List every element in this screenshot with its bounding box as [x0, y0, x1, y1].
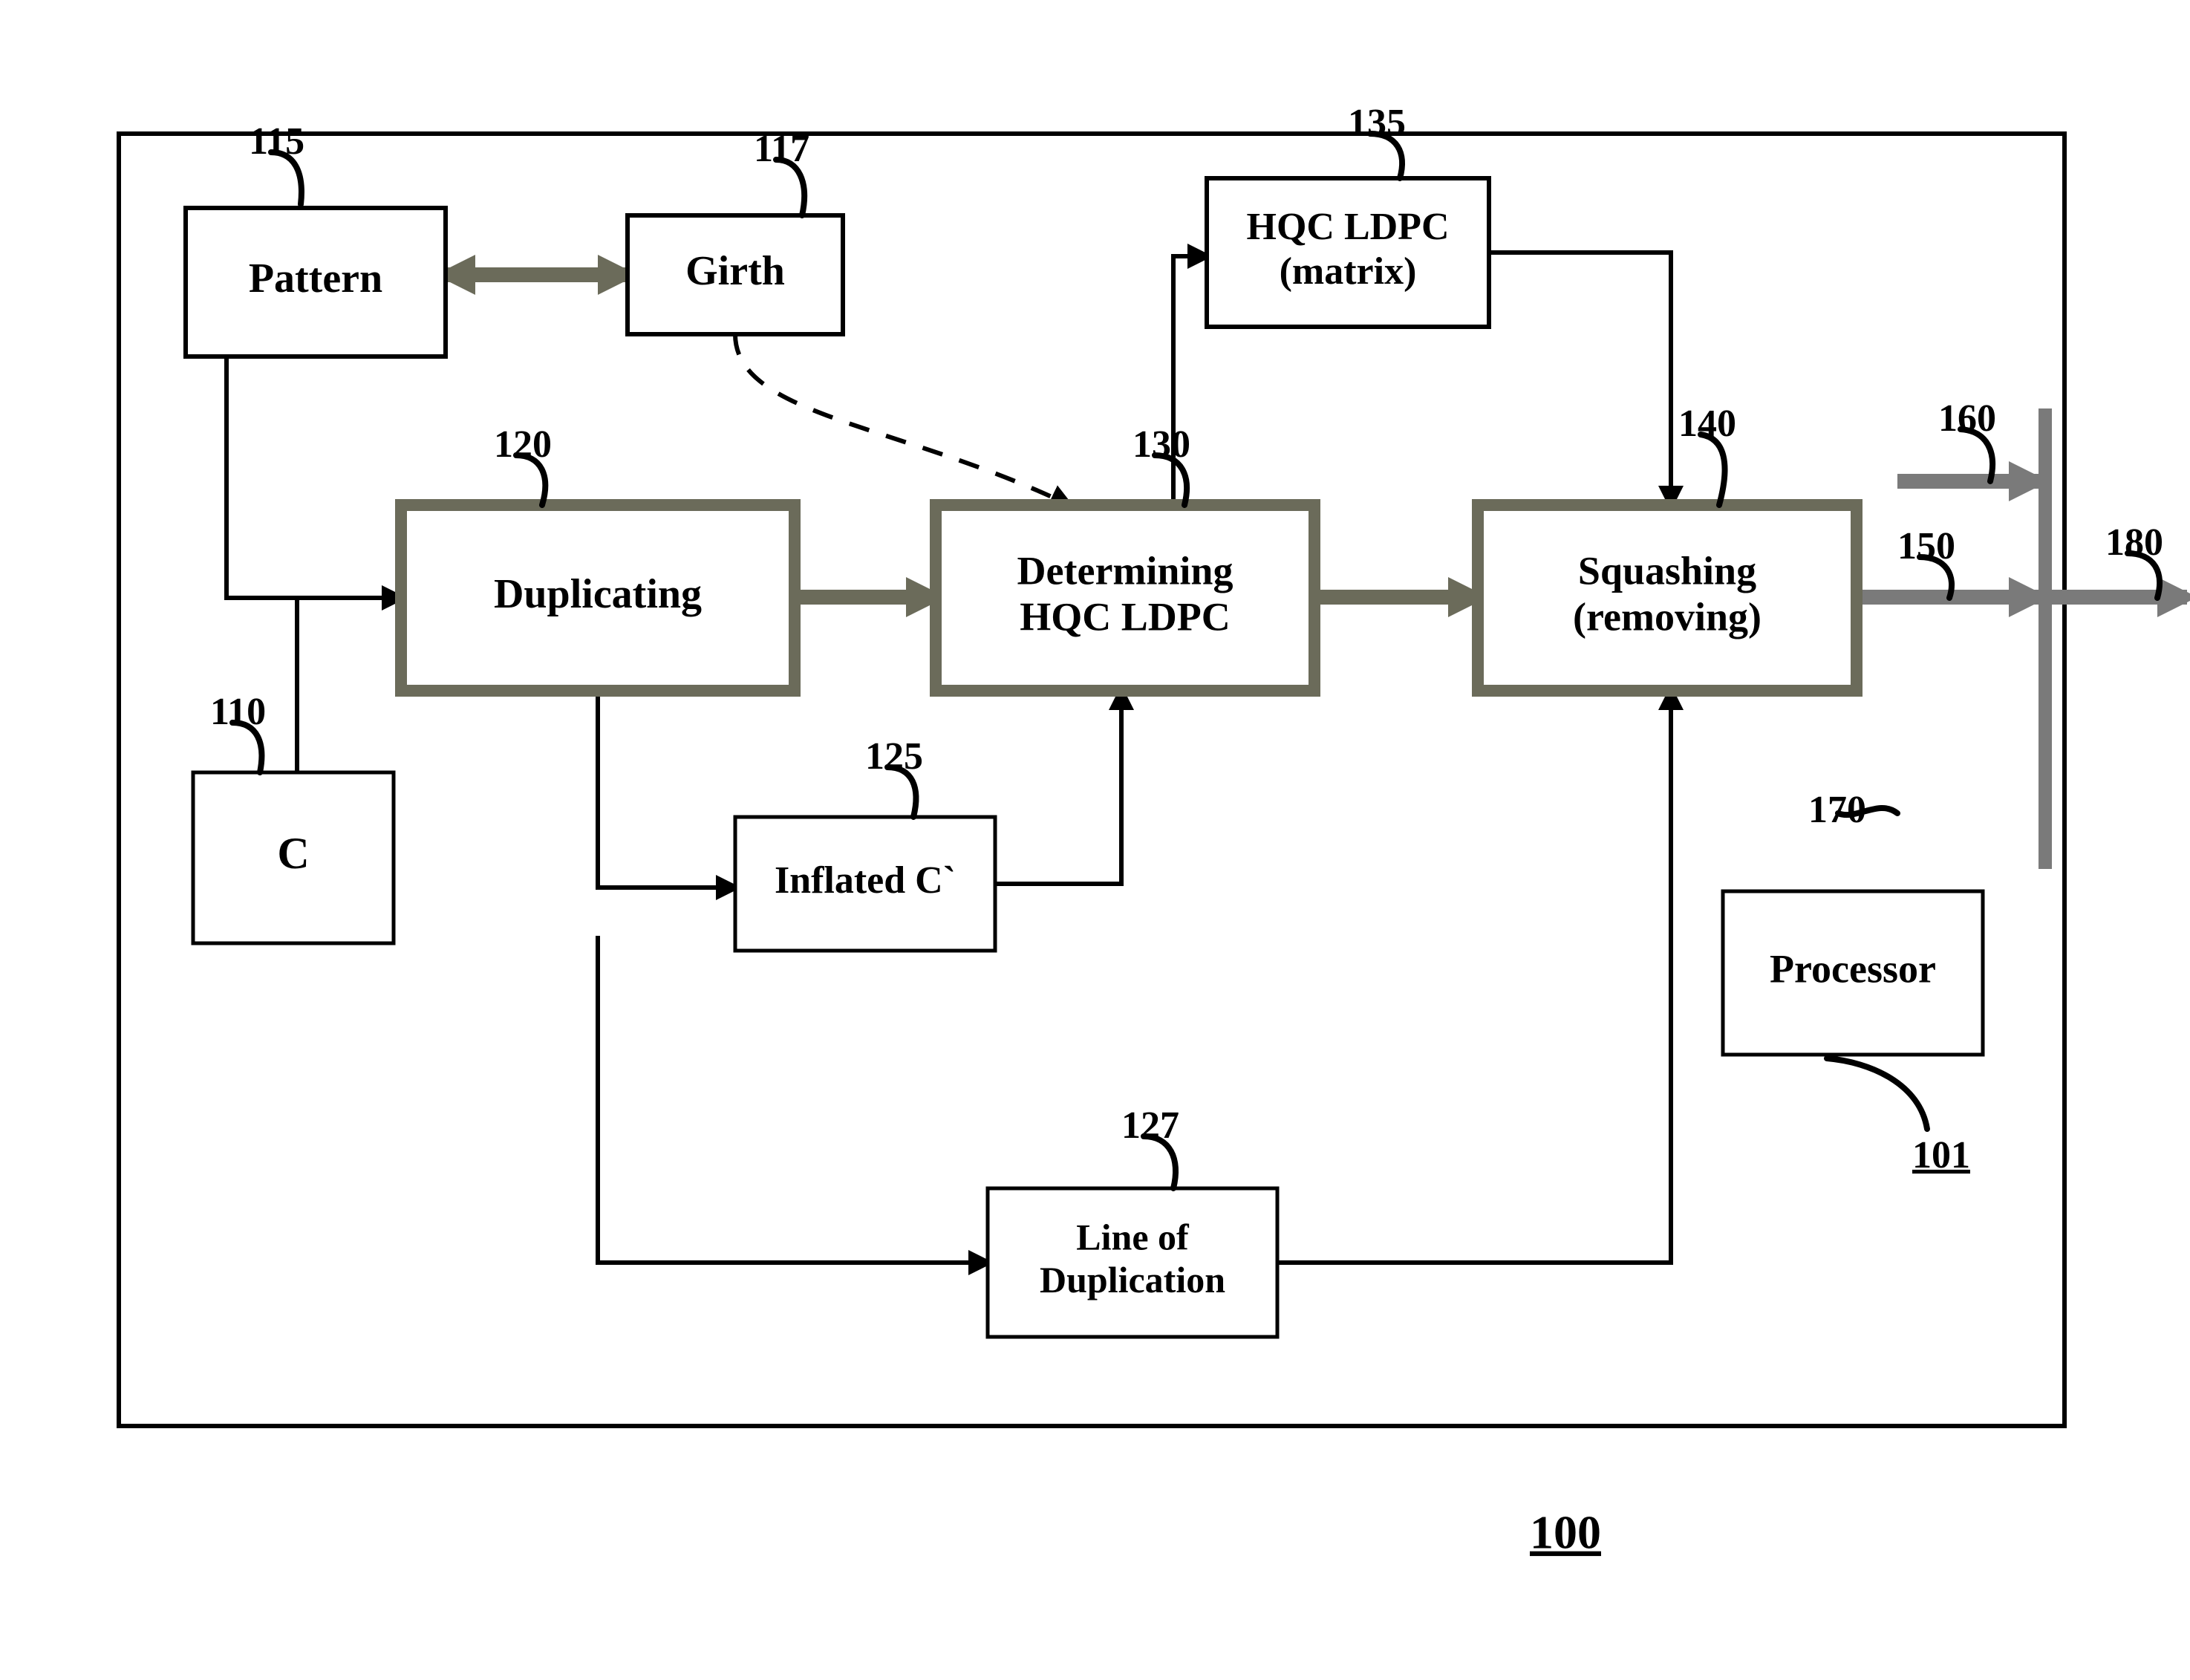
callout-115-label: 115: [249, 120, 304, 163]
connector: [598, 691, 735, 888]
box-girth: Girth: [628, 215, 843, 334]
callout-160-label: 160: [1938, 397, 1996, 440]
box-c-label: C: [277, 829, 309, 878]
box-squash: Squashing(removing): [1478, 505, 1857, 691]
callout-140-label: 140: [1678, 403, 1736, 445]
box-linedup-label: Line of: [1076, 1217, 1190, 1258]
box-dup-label: Duplicating: [494, 571, 702, 617]
box-linedup: Line ofDuplication: [988, 1188, 1277, 1337]
box-hqc_mat-label: (matrix): [1280, 250, 1417, 293]
callout-127: 127: [1121, 1104, 1179, 1188]
box-squash-label: Squashing: [1578, 548, 1756, 593]
callout-120-label: 120: [494, 423, 552, 466]
callout-180-label: 180: [2105, 521, 2163, 564]
figure-number: 100: [1530, 1506, 1601, 1559]
box-squash-label: (removing): [1573, 594, 1762, 639]
callout-125: 125: [865, 735, 923, 817]
box-det-label: HQC LDPC: [1020, 594, 1231, 639]
callout-150: 150: [1897, 525, 1955, 598]
callout-125-label: 125: [865, 735, 923, 778]
box-hqc_mat-label: HQC LDPC: [1247, 206, 1450, 248]
callout-140: 140: [1678, 403, 1736, 505]
box-hqc_mat: HQC LDPC(matrix): [1207, 178, 1489, 327]
io-bar: [2039, 408, 2052, 869]
connector: [1277, 691, 1671, 1263]
callout-120: 120: [494, 423, 552, 505]
box-pattern-label: Pattern: [249, 255, 382, 302]
callout-101: 101: [1827, 1058, 1970, 1176]
callout-180: 180: [2105, 521, 2163, 598]
callout-170: 170: [1808, 789, 1897, 831]
callout-160: 160: [1938, 397, 1996, 481]
box-dup: Duplicating: [401, 505, 795, 691]
box-pattern: Pattern: [186, 208, 446, 356]
box-girth-label: Girth: [685, 248, 785, 294]
callout-170-label: 170: [1808, 789, 1866, 831]
box-processor: Processor: [1723, 891, 1983, 1055]
connector: [735, 334, 1069, 505]
callout-101-label: 101: [1912, 1134, 1970, 1176]
callout-130-label: 130: [1133, 423, 1190, 466]
connector: [995, 691, 1121, 884]
callout-127-label: 127: [1121, 1104, 1179, 1147]
box-linedup-label: Duplication: [1040, 1259, 1225, 1300]
box-processor-label: Processor: [1770, 946, 1936, 991]
box-c: C: [193, 772, 394, 943]
callout-110: 110: [210, 691, 266, 772]
box-det: DeterminingHQC LDPC: [936, 505, 1314, 691]
callout-115: 115: [249, 120, 304, 204]
connector: [227, 356, 401, 598]
callout-117: 117: [754, 128, 809, 215]
box-inflated: Inflated C`: [735, 817, 995, 951]
connector: [1489, 253, 1671, 505]
callout-150-label: 150: [1897, 525, 1955, 567]
box-inflated-label: Inflated C`: [775, 859, 956, 902]
callout-130: 130: [1133, 423, 1190, 505]
callout-135: 135: [1348, 102, 1406, 178]
box-det-label: Determining: [1017, 548, 1233, 593]
callout-117-label: 117: [754, 128, 809, 170]
callout-135-label: 135: [1348, 102, 1406, 144]
callout-110-label: 110: [210, 691, 266, 733]
connector: [598, 936, 988, 1263]
